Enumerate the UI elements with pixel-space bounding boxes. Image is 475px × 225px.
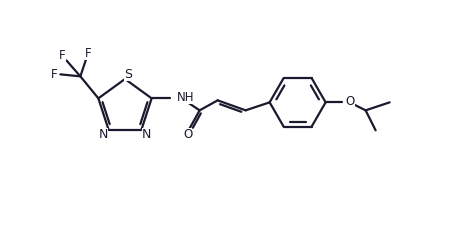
Text: F: F: [51, 68, 57, 81]
Text: F: F: [59, 49, 66, 62]
Text: S: S: [124, 68, 132, 81]
Text: O: O: [183, 128, 192, 141]
Text: N: N: [142, 128, 151, 141]
Text: O: O: [346, 95, 355, 108]
Text: F: F: [85, 47, 92, 60]
Text: NH: NH: [177, 91, 194, 104]
Text: N: N: [99, 128, 108, 141]
